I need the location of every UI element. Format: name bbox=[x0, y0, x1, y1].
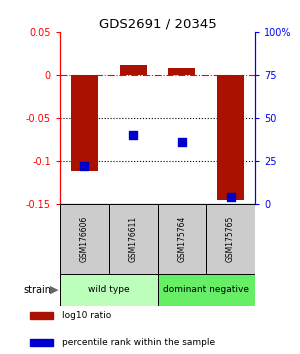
Bar bbox=[217, 75, 244, 200]
Text: ▶: ▶ bbox=[50, 285, 58, 295]
Text: percentile rank within the sample: percentile rank within the sample bbox=[62, 338, 215, 347]
Text: GSM176611: GSM176611 bbox=[129, 216, 138, 262]
Point bbox=[131, 132, 136, 138]
Bar bbox=[169, 68, 195, 75]
Bar bbox=[158, 204, 206, 274]
Point bbox=[228, 194, 233, 200]
Title: GDS2691 / 20345: GDS2691 / 20345 bbox=[99, 18, 216, 31]
Text: wild type: wild type bbox=[88, 285, 130, 295]
Text: GSM175764: GSM175764 bbox=[177, 216, 186, 262]
Text: GSM176606: GSM176606 bbox=[80, 216, 89, 262]
Bar bbox=[29, 312, 53, 319]
Bar bbox=[60, 274, 158, 306]
Bar bbox=[71, 75, 98, 171]
Text: GSM175765: GSM175765 bbox=[226, 216, 235, 262]
Text: log10 ratio: log10 ratio bbox=[62, 311, 111, 320]
Bar bbox=[29, 339, 53, 346]
Bar bbox=[206, 204, 255, 274]
Point bbox=[179, 139, 184, 145]
Point bbox=[82, 163, 87, 169]
Bar bbox=[120, 64, 146, 75]
Bar bbox=[109, 204, 158, 274]
Bar bbox=[60, 204, 109, 274]
Text: strain: strain bbox=[23, 285, 51, 295]
Text: dominant negative: dominant negative bbox=[163, 285, 249, 295]
Bar bbox=[158, 274, 255, 306]
